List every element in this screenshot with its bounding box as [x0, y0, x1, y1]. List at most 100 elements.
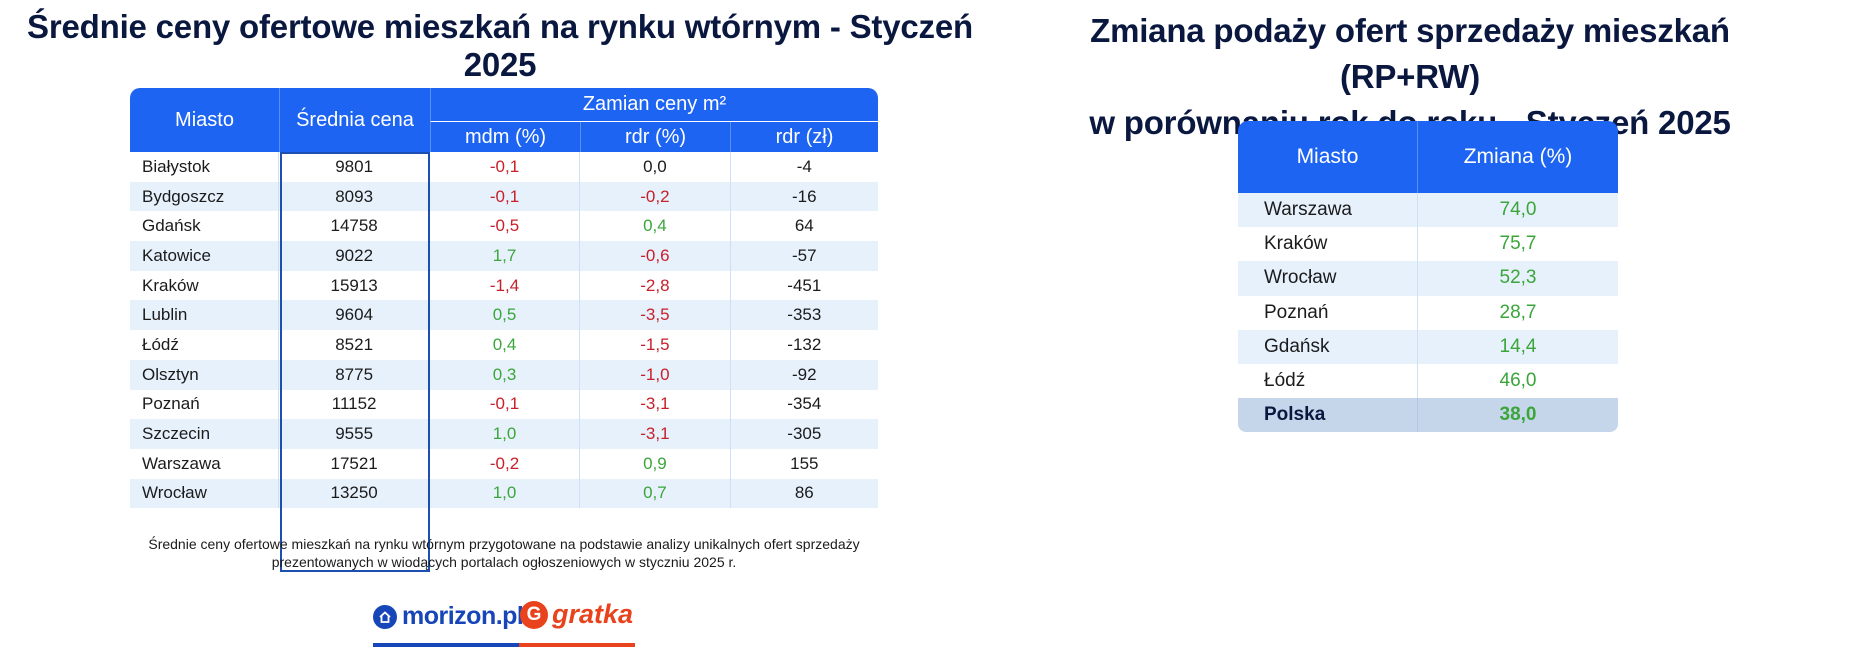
table-row: Olsztyn 8775 0,3 -1,0 -92: [130, 359, 878, 390]
row-change: 75,7: [1499, 233, 1537, 255]
supply-table-body: Warszawa 74,0 Kraków 75,7 Wrocław 52,3 Poznań 2…: [1238, 193, 1618, 399]
header-mdm: mdm (%): [430, 122, 580, 152]
table-row: Kraków 75,7: [1238, 227, 1618, 262]
row-mdm: 0,3: [430, 359, 581, 390]
row-rdr-pct: -0,2: [580, 181, 731, 212]
row-mdm: 0,5: [430, 300, 581, 331]
table-row: Wrocław 13250 1,0 0,7 86: [130, 478, 878, 509]
gratka-logo: G gratka: [520, 599, 633, 630]
row-city: Poznań: [1238, 295, 1418, 330]
row-price: 14758: [279, 211, 430, 242]
supply-table-header: Miasto Zmiana (%): [1238, 121, 1618, 193]
row-rdr-pct: -0,6: [580, 241, 731, 271]
row-rdr-pct: -3,5: [580, 300, 731, 331]
row-price: 8093: [279, 181, 430, 212]
gratka-mark-icon: G: [520, 600, 548, 629]
row-city: Warszawa: [130, 448, 280, 479]
table-row: Warszawa 74,0: [1238, 193, 1618, 228]
row-mdm: -0,1: [430, 152, 581, 182]
morizon-wordmark: morizon.pl: [402, 602, 524, 630]
row-rdr-pct: 0,0: [580, 152, 731, 182]
row-city: Warszawa: [1238, 193, 1418, 228]
table-row: Bydgoszcz 8093 -0,1 -0,2 -16: [130, 181, 878, 212]
row-rdr-zl: -4: [796, 156, 812, 176]
table-row: Warszawa 17521 -0,2 0,9 155: [130, 448, 878, 479]
row-mdm: 0,4: [430, 330, 581, 360]
row-mdm: -1,4: [430, 270, 581, 301]
row-rdr-zl: -305: [787, 424, 822, 444]
table-row: Gdańsk 14758 -0,5 0,4 64: [130, 211, 878, 242]
row-city: Poznań: [130, 389, 280, 420]
table-row: Białystok 9801 -0,1 0,0 -4: [130, 152, 878, 182]
row-price: 13250: [279, 478, 430, 509]
total-city: Polska: [1238, 398, 1418, 433]
row-city: Wrocław: [1238, 261, 1418, 296]
header-rdr-pct: rdr (%): [580, 122, 730, 152]
total-row: Polska 38,0: [1238, 398, 1618, 433]
row-city: Bydgoszcz: [130, 181, 280, 212]
row-city: Gdańsk: [1238, 329, 1418, 364]
price-table: Miasto Średnia cena Zamian ceny m² mdm (…: [130, 88, 878, 572]
row-price: 11152: [279, 389, 430, 420]
row-price: 9555: [279, 419, 430, 449]
row-city: Łódź: [1238, 363, 1418, 399]
row-city: Szczecin: [130, 419, 280, 449]
row-rdr-zl: -353: [787, 305, 822, 325]
row-rdr-pct: -2,8: [580, 270, 731, 301]
row-price: 9022: [279, 241, 430, 271]
header-change: Zmiana (%): [1463, 145, 1573, 168]
logo-underline-red: [519, 643, 635, 647]
table-row: Poznań 11152 -0,1 -3,1 -354: [130, 389, 878, 420]
row-mdm: 1,7: [430, 241, 581, 271]
row-price: 9604: [279, 300, 430, 331]
table-row: Szczecin 9555 1,0 -3,1 -305: [130, 419, 878, 449]
row-price: 15913: [279, 270, 430, 301]
row-rdr-pct: 0,9: [580, 448, 731, 479]
row-rdr-pct: -1,5: [580, 330, 731, 360]
table-row: Katowice 9022 1,7 -0,6 -57: [130, 241, 878, 271]
supply-table: Miasto Zmiana (%) Warszawa 74,0 Kraków 75,7…: [1238, 121, 1618, 433]
row-price: 17521: [279, 448, 430, 479]
row-city: Katowice: [130, 241, 280, 271]
table-row: Gdańsk 14,4: [1238, 329, 1618, 364]
table-row: Kraków 15913 -1,4 -2,8 -451: [130, 270, 878, 301]
right-title-line: Zmiana podaży ofert sprzedaży mieszkań (…: [1090, 12, 1730, 95]
row-rdr-pct: 0,7: [580, 478, 731, 509]
row-rdr-zl: -451: [787, 275, 822, 295]
morizon-logo: morizon.pl: [373, 602, 524, 631]
row-city: Kraków: [1238, 227, 1418, 262]
row-city: Lublin: [130, 300, 280, 331]
table-row: Lublin 9604 0,5 -3,5 -353: [130, 300, 878, 331]
header-city: Miasto: [130, 88, 280, 152]
logos: morizon.pl G gratka: [373, 597, 635, 651]
house-icon: [373, 604, 397, 629]
table-row: Wrocław 52,3: [1238, 261, 1618, 296]
left-title: Średnie ceny ofertowe mieszkań na rynku …: [27, 8, 973, 83]
row-rdr-pct: 0,4: [580, 211, 731, 242]
row-city: Białystok: [130, 152, 280, 182]
row-mdm: 1,0: [430, 419, 581, 449]
footnote-line: Średnie ceny ofertowe mieszkań na rynku …: [148, 536, 860, 552]
row-change: 52,3: [1499, 267, 1537, 289]
row-change: 14,4: [1499, 335, 1537, 357]
row-city: Wrocław: [130, 478, 280, 509]
row-change: 46,0: [1499, 370, 1537, 392]
price-table-body: Białystok 9801 -0,1 0,0 -4 Bydgoszcz 8093 -0,1-…: [130, 152, 878, 572]
row-price: 8521: [279, 330, 430, 360]
row-rdr-zl: -132: [787, 334, 822, 354]
row-city: Gdańsk: [130, 211, 280, 242]
row-mdm: -0,1: [430, 389, 581, 420]
row-change: 28,7: [1499, 301, 1537, 323]
row-rdr-pct: -3,1: [580, 419, 731, 449]
row-city: Olsztyn: [130, 359, 280, 390]
footnote: Średnie ceny ofertowe mieszkań na rynku …: [130, 535, 878, 571]
row-mdm: -0,2: [430, 448, 581, 479]
row-city: Kraków: [130, 270, 280, 301]
logo-underline-blue: [373, 643, 519, 647]
row-price: 8775: [279, 359, 430, 390]
row-rdr-zl: -354: [787, 394, 822, 414]
row-change: 74,0: [1499, 199, 1537, 221]
row-rdr-pct: -3,1: [580, 389, 731, 420]
row-mdm: 1,0: [430, 478, 581, 509]
table-row: Łódź 8521 0,4 -1,5 -132: [130, 330, 878, 360]
